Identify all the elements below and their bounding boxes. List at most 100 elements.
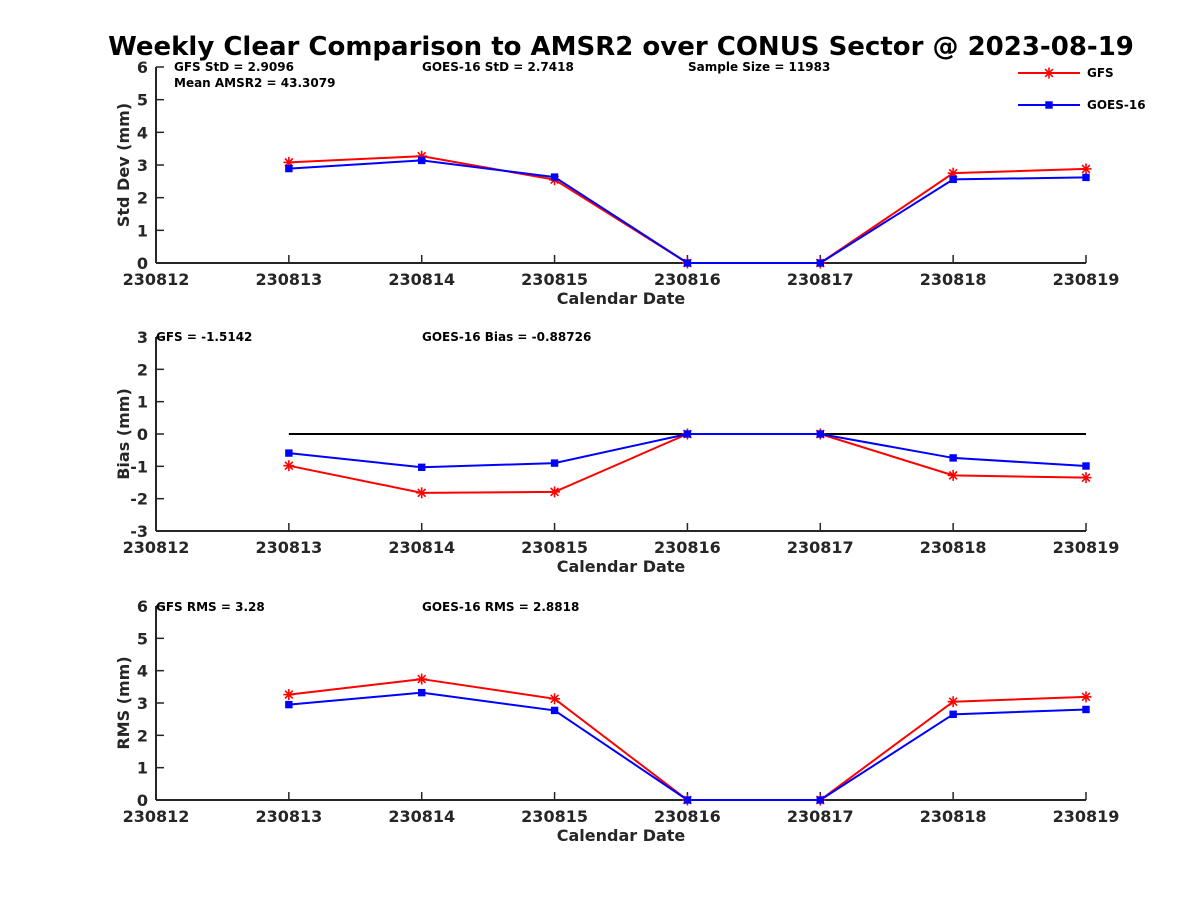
y-tick-label: -3 (130, 522, 148, 541)
data-point (816, 430, 824, 438)
series-goes-16 (285, 156, 1090, 267)
data-point (683, 430, 692, 438)
series-gfs (283, 150, 1092, 269)
data-point (418, 463, 426, 472)
x-tick-label: 230817 (787, 270, 854, 289)
x-tick-label: 230814 (388, 270, 455, 289)
legend-entry-gfs: GFS (1018, 66, 1114, 80)
x-tick-label: 230812 (123, 270, 190, 289)
series-line (288, 678, 1087, 801)
data-point (1082, 705, 1090, 714)
x-tick-label: 230816 (654, 538, 721, 557)
subplot-2: 230812 230813 230814 230815 230816 230817 2308… (114, 328, 1119, 576)
stat-annotation: GFS = -1.5142 (156, 330, 252, 344)
data-point (283, 689, 295, 701)
series-goes-16 (285, 430, 1090, 472)
legend-entry-goes-16: GOES-16 (1018, 98, 1146, 112)
x-tick-label: 230818 (920, 807, 987, 826)
y-axis-label: RMS (mm) (114, 656, 133, 749)
x-tick-label: 230816 (654, 270, 721, 289)
data-point (1082, 173, 1090, 182)
subplot-1: 230812 230813 230814 230815 230816 230817 2308… (114, 58, 1119, 308)
data-point (1080, 691, 1092, 703)
y-tick-label: -1 (130, 457, 148, 476)
y-tick-label: 0 (137, 425, 148, 444)
data-point (1080, 472, 1092, 484)
data-point (285, 700, 293, 709)
legend-marker (1043, 67, 1055, 79)
data-point (550, 459, 559, 467)
data-point (949, 454, 957, 462)
legend-label: GFS (1087, 66, 1114, 80)
legend: GFS GOES-16 (1018, 66, 1146, 112)
series-line (288, 155, 1087, 264)
x-tick-label: 230815 (521, 807, 588, 826)
x-tick-label: 230813 (255, 538, 322, 557)
stat-annotation: GOES-16 Bias = -0.88726 (422, 330, 591, 344)
data-point (550, 706, 559, 715)
x-axis-label: Calendar Date (557, 557, 686, 576)
y-tick-label: 4 (137, 123, 148, 142)
data-point (418, 156, 426, 165)
series-line (288, 433, 1087, 494)
stat-annotation: GOES-16 RMS = 2.8818 (422, 600, 579, 614)
data-point (550, 173, 559, 181)
data-point (549, 693, 561, 705)
y-tick-label: 3 (137, 694, 148, 713)
y-axis-label: Bias (mm) (114, 388, 133, 480)
data-point (418, 688, 426, 697)
stat-annotation: GOES-16 StD = 2.7418 (422, 60, 574, 74)
data-point (683, 259, 692, 267)
y-tick-label: -2 (130, 490, 148, 509)
y-tick-label: 1 (137, 221, 148, 240)
data-point (1082, 462, 1090, 470)
data-point (285, 164, 293, 173)
data-point (416, 487, 428, 499)
stat-annotation: Mean AMSR2 = 43.3079 (174, 76, 335, 90)
y-tick-label: 1 (137, 759, 148, 778)
stat-annotation: GFS StD = 2.9096 (174, 60, 294, 74)
x-tick-label: 230819 (1053, 807, 1120, 826)
series-line (288, 691, 1087, 801)
data-point (949, 175, 957, 184)
stat-annotation: GFS RMS = 3.28 (156, 600, 265, 614)
y-tick-label: 2 (137, 360, 148, 379)
subplot-3: 230812 230813 230814 230815 230816 230817 2308… (114, 597, 1119, 845)
x-tick-label: 230813 (255, 270, 322, 289)
x-tick-label: 230817 (787, 807, 854, 826)
x-axis-label: Calendar Date (557, 289, 686, 308)
x-axis-label: Calendar Date (557, 826, 686, 845)
x-tick-label: 230813 (255, 807, 322, 826)
legend-marker (1045, 101, 1053, 109)
series-line (288, 159, 1087, 264)
y-tick-label: 0 (137, 791, 148, 810)
y-tick-label: 5 (137, 91, 148, 110)
data-point (549, 486, 561, 498)
y-tick-label: 4 (137, 662, 148, 681)
data-point (1080, 163, 1092, 175)
x-tick-label: 230819 (1053, 538, 1120, 557)
data-point (947, 469, 959, 481)
data-point (947, 696, 959, 708)
x-tick-label: 230814 (388, 538, 455, 557)
series-gfs (283, 428, 1092, 499)
x-tick-label: 230819 (1053, 270, 1120, 289)
x-tick-label: 230815 (521, 270, 588, 289)
data-point (416, 673, 428, 685)
x-tick-label: 230818 (920, 538, 987, 557)
x-tick-label: 230818 (920, 270, 987, 289)
y-tick-label: 6 (137, 58, 148, 77)
y-tick-label: 2 (137, 726, 148, 745)
data-point (683, 796, 692, 804)
y-tick-label: 3 (137, 156, 148, 175)
stat-annotation: Sample Size = 11983 (688, 60, 830, 74)
y-tick-label: 3 (137, 328, 148, 347)
x-tick-label: 230817 (787, 538, 854, 557)
y-tick-label: 5 (137, 629, 148, 648)
y-axis-label: Std Dev (mm) (114, 103, 133, 227)
subplots: 230812 230813 230814 230815 230816 230817 2308… (114, 58, 1119, 845)
y-tick-label: 6 (137, 597, 148, 616)
x-tick-label: 230812 (123, 538, 190, 557)
data-point (949, 710, 957, 719)
